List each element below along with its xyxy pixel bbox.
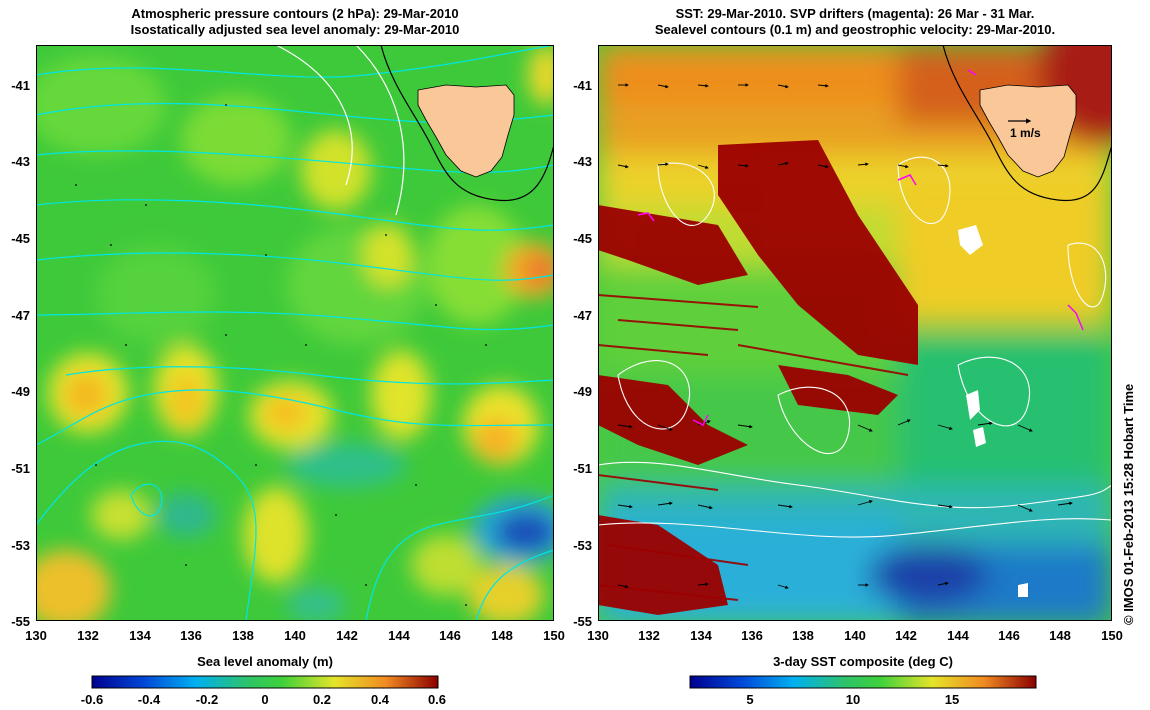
lon-tick: 136 (741, 628, 763, 643)
lat-tick: -49 (573, 384, 592, 399)
lon-tick: 136 (180, 628, 202, 643)
colorbar-tick: -0.2 (195, 692, 219, 707)
credit-text: © IMOS 01-Feb-2013 15:28 Hobart Time (1121, 383, 1136, 625)
left-title-line2: Isostatically adjusted sea level anomaly… (130, 22, 460, 37)
lon-tick: 140 (844, 628, 866, 643)
left-colorbar-title: Sea level anomaly (m) (197, 654, 333, 669)
colorbar-tick: 0.6 (427, 692, 447, 707)
lon-tick: 142 (895, 628, 917, 643)
lon-tick: 138 (792, 628, 814, 643)
colorbar-tick: 15 (944, 692, 960, 707)
lon-tick: 148 (1049, 628, 1071, 643)
colorbar-tick: -0.6 (80, 692, 104, 707)
lat-tick: -53 (573, 538, 592, 553)
lat-tick: -55 (11, 614, 30, 629)
cloud-mask (598, 140, 918, 615)
lat-tick: -51 (11, 461, 30, 476)
lon-tick: 144 (947, 628, 969, 643)
lon-tick: 146 (439, 628, 461, 643)
tasmania-land (417, 84, 515, 178)
colorbar-tick: 0.4 (370, 692, 390, 707)
colorbar-tick: 10 (845, 692, 861, 707)
colorbar-tick: 5 (746, 692, 754, 707)
lon-tick: 134 (690, 628, 712, 643)
lon-tick: 132 (77, 628, 99, 643)
lat-tick: -43 (11, 154, 30, 169)
velocity-scale: 1 m/s (1008, 118, 1041, 140)
sla-map (36, 45, 554, 621)
colorbar-tick: 0.2 (312, 692, 332, 707)
lat-tick: -45 (573, 231, 592, 246)
sla-colorbar (91, 675, 439, 689)
svg-text:1 m/s: 1 m/s (1010, 126, 1041, 140)
sealevel-contours (598, 156, 1112, 538)
lon-tick: 138 (232, 628, 254, 643)
tasmania-land (979, 84, 1077, 178)
right-title-line1: SST: 29-Mar-2010. SVP drifters (magenta)… (675, 6, 1035, 21)
lat-tick: -41 (573, 78, 592, 93)
lon-tick: 146 (998, 628, 1020, 643)
lat-tick: -55 (573, 614, 592, 629)
lon-tick: 132 (638, 628, 660, 643)
right-title: SST: 29-Mar-2010. SVP drifters (magenta)… (598, 6, 1112, 38)
lat-tick: -41 (11, 78, 30, 93)
right-colorbar-title: 3-day SST composite (deg C) (773, 654, 953, 669)
lon-tick: 130 (25, 628, 47, 643)
right-title-line2: Sealevel contours (0.1 m) and geostrophi… (654, 22, 1056, 37)
lon-tick: 130 (587, 628, 609, 643)
left-title-line1: Atmospheric pressure contours (2 hPa): 2… (131, 6, 459, 21)
lon-tick: 144 (388, 628, 410, 643)
significance-dots (75, 104, 487, 606)
lon-tick: 148 (491, 628, 513, 643)
lat-tick: -43 (573, 154, 592, 169)
lon-tick: 150 (1101, 628, 1123, 643)
pressure-contours (36, 45, 554, 621)
left-title: Atmospheric pressure contours (2 hPa): 2… (36, 6, 554, 38)
lon-tick: 140 (284, 628, 306, 643)
lat-tick: -47 (573, 308, 592, 323)
lat-tick: -49 (11, 384, 30, 399)
lat-tick: -53 (11, 538, 30, 553)
sst-colorbar (689, 675, 1037, 689)
colorbar-tick: 0 (261, 692, 269, 707)
lat-tick: -47 (11, 308, 30, 323)
lat-tick: -51 (573, 461, 592, 476)
sla-field (36, 45, 554, 621)
lon-tick: 150 (543, 628, 565, 643)
lon-tick: 142 (336, 628, 358, 643)
lat-tick: -45 (11, 231, 30, 246)
colorbar-tick: -0.4 (137, 692, 161, 707)
lon-tick: 134 (129, 628, 151, 643)
sst-map: 1 m/s (598, 45, 1112, 621)
svp-drifters (637, 69, 1084, 427)
